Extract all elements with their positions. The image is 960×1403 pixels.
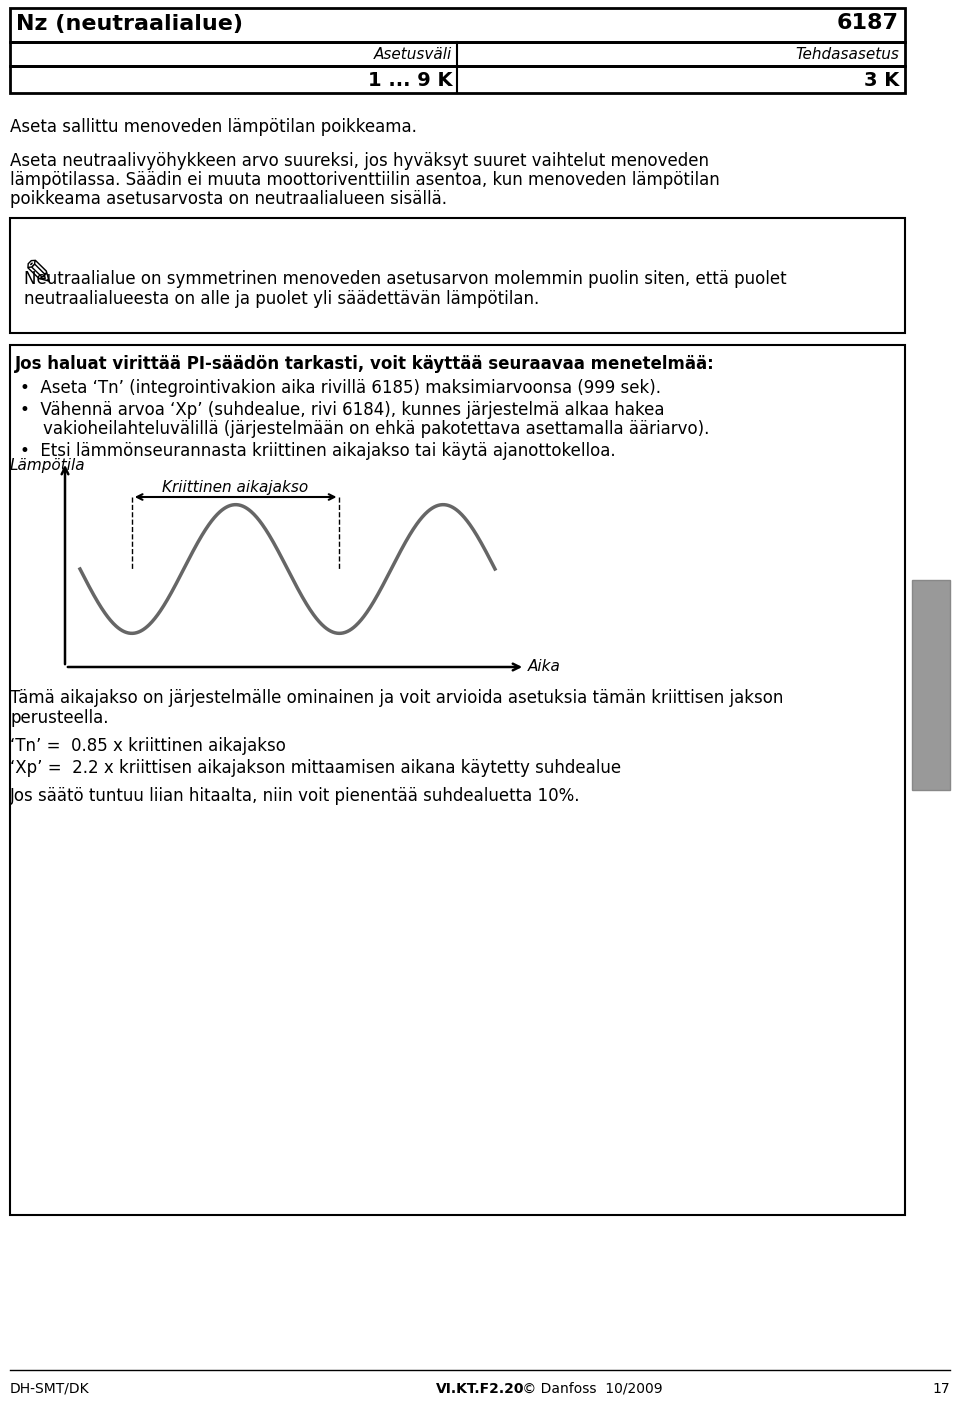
Text: © Danfoss  10/2009: © Danfoss 10/2009 (518, 1382, 662, 1396)
Text: Tämä aikajakso on järjestelmälle ominainen ja voit arvioida asetuksia tämän krii: Tämä aikajakso on järjestelmälle ominain… (10, 689, 783, 707)
Text: •  Etsi lämmönseurannasta kriittinen aikajakso tai käytä ajanottokelloa.: • Etsi lämmönseurannasta kriittinen aika… (20, 442, 615, 460)
Bar (10, 42, 905, 66)
Text: Kriittinen aikajakso: Kriittinen aikajakso (162, 480, 309, 495)
Text: Asetusväli: Asetusväli (373, 46, 452, 62)
Text: Aika: Aika (528, 659, 561, 673)
Text: •  Vähennä arvoa ‘Xp’ (suhdealue, rivi 6184), kunnes järjestelmä alkaa hakea: • Vähennä arvoa ‘Xp’ (suhdealue, rivi 61… (20, 401, 664, 419)
Bar (912, 579, 950, 790)
Text: ✎: ✎ (24, 258, 55, 292)
Bar (10, 66, 905, 93)
Text: •  Aseta ‘Tn’ (integrointivakion aika rivillä 6185) maksimiarvoonsa (999 sek).: • Aseta ‘Tn’ (integrointivakion aika riv… (20, 379, 661, 397)
Text: vakioheilahteluvälillä (järjestelmään on ehkä pakotettava asettamalla ääriarvo).: vakioheilahteluvälillä (järjestelmään on… (43, 419, 709, 438)
Text: perusteella.: perusteella. (10, 709, 108, 727)
Text: neutraalialueesta on alle ja puolet yli säädettävän lämpötilan.: neutraalialueesta on alle ja puolet yli … (24, 290, 540, 309)
Bar (10, 8, 905, 42)
Text: Aseta neutraalivyöhykkeen arvo suureksi, jos hyväksyt suuret vaihtelut menoveden: Aseta neutraalivyöhykkeen arvo suureksi,… (10, 152, 709, 170)
Text: poikkeama asetusarvosta on neutraalialueen sisällä.: poikkeama asetusarvosta on neutraalialue… (10, 189, 447, 208)
Text: Neutraalialue on symmetrinen menoveden asetusarvon molemmin puolin siten, että p: Neutraalialue on symmetrinen menoveden a… (24, 269, 786, 288)
Text: 17: 17 (932, 1382, 950, 1396)
Text: Aseta sallittu menoveden lämpötilan poikkeama.: Aseta sallittu menoveden lämpötilan poik… (10, 118, 417, 136)
Text: 1 ... 9 K: 1 ... 9 K (368, 72, 452, 90)
Text: Jos säätö tuntuu liian hitaalta, niin voit pienentää suhdealuetta 10%.: Jos säätö tuntuu liian hitaalta, niin vo… (10, 787, 581, 805)
Text: Jos haluat virittää PI-säädön tarkasti, voit käyttää seuraavaa menetelmää:: Jos haluat virittää PI-säädön tarkasti, … (15, 355, 715, 373)
Text: Tehdasasetus: Tehdasasetus (795, 46, 899, 62)
Text: ‘Xp’ =  2.2 x kriittisen aikajakson mittaamisen aikana käytetty suhdealue: ‘Xp’ = 2.2 x kriittisen aikajakson mitta… (10, 759, 621, 777)
Text: Nz (neutraalialue): Nz (neutraalialue) (16, 14, 243, 34)
Text: 3 K: 3 K (864, 72, 899, 90)
Text: VI.KT.F2.20: VI.KT.F2.20 (436, 1382, 524, 1396)
Text: DH-SMT/DK: DH-SMT/DK (10, 1382, 89, 1396)
Bar (10, 217, 905, 333)
Text: Lämpötila: Lämpötila (10, 457, 85, 473)
Text: 6187: 6187 (837, 13, 899, 34)
Text: ‘Tn’ =  0.85 x kriittinen aikajakso: ‘Tn’ = 0.85 x kriittinen aikajakso (10, 737, 286, 755)
Bar (10, 345, 905, 1215)
Text: lämpötilassa. Säädin ei muuta moottoriventtiilin asentoa, kun menoveden lämpötil: lämpötilassa. Säädin ei muuta moottorive… (10, 171, 720, 189)
